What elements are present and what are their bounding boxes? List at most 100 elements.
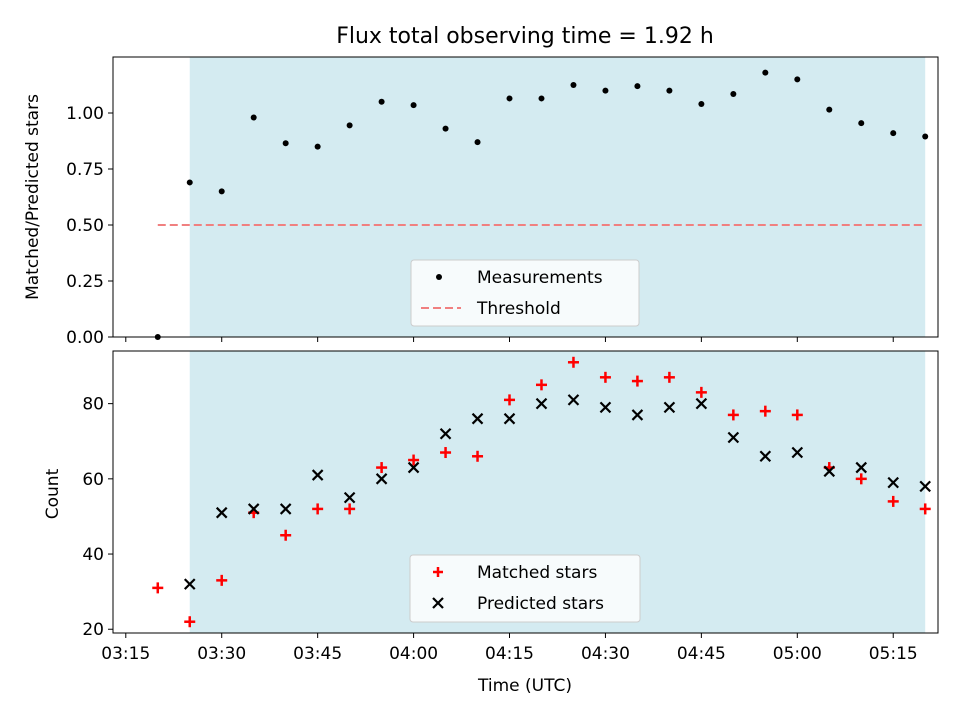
predicted-star-point	[887, 476, 900, 489]
measurement-point	[410, 102, 417, 109]
matched-star-point	[504, 394, 516, 406]
x-tick-label: 03:15	[101, 644, 150, 664]
count-y-axis: 20 40 60 80	[82, 395, 113, 640]
y-tick-label: 1.00	[66, 104, 104, 124]
measurement-point	[378, 98, 385, 105]
x-axis-label: Time (UTC)	[477, 676, 572, 696]
predicted-star-point	[215, 506, 228, 519]
ratio-panel: 0.00 0.25 0.50 0.75 1.00 Matched/Predicted s…	[23, 56, 939, 348]
measurement-point	[698, 101, 705, 108]
predicted-star-point	[279, 503, 292, 515]
matched-star-point	[344, 503, 356, 515]
predicted-star-point	[663, 401, 676, 414]
predicted-star-point	[471, 412, 484, 425]
matched-star-point	[663, 371, 675, 383]
measurement-point	[506, 95, 513, 102]
matched-star-point	[152, 582, 164, 594]
predicted-star-point	[407, 461, 420, 474]
predicted-star-point	[599, 401, 612, 414]
threshold-legend-label: Threshold	[476, 299, 561, 319]
matched-star-point	[695, 386, 707, 398]
ratio-panel-frame	[112, 56, 939, 338]
predicted-star-point	[343, 491, 356, 504]
matched-star-point	[216, 574, 228, 586]
y-tick-label: 60	[82, 470, 104, 490]
x-tick-label: 05:15	[869, 644, 918, 664]
ratio-legend-box	[410, 259, 640, 327]
matched-star-point	[855, 473, 867, 485]
measurement-point	[186, 179, 193, 186]
matched-star-point	[312, 503, 324, 515]
x-tick-label: 03:30	[197, 644, 246, 664]
matched-star-point	[631, 375, 643, 387]
measurement-point	[794, 76, 801, 83]
measurement-point	[826, 106, 833, 113]
matched-star-point	[280, 529, 292, 541]
measurement-point	[250, 114, 257, 121]
measurement-point	[762, 69, 769, 76]
x-tick-label: 03:45	[293, 644, 342, 664]
predicted-star-point	[503, 412, 516, 425]
predicted-star-point	[247, 503, 260, 515]
y-tick-label: 40	[82, 545, 104, 565]
chart-title: Flux total observing time = 1.92 h	[336, 24, 714, 49]
measurement-point	[538, 95, 545, 102]
predicted-legend-marker	[432, 597, 444, 609]
predicted-star-point	[183, 578, 196, 590]
x-tick-label: 04:30	[581, 644, 630, 664]
matched-star-point	[791, 409, 803, 421]
matched-star-point	[727, 409, 739, 421]
predicted-star-points	[183, 394, 931, 590]
y-tick-label: 80	[82, 395, 104, 415]
measurement-point	[922, 133, 929, 140]
count-legend-box	[409, 554, 641, 623]
predicted-star-point	[375, 473, 388, 485]
measurement-point	[890, 130, 897, 137]
measurement-point	[346, 122, 353, 129]
matched-star-point	[535, 379, 547, 391]
matched-star-point	[759, 405, 771, 417]
predicted-star-point	[919, 480, 931, 493]
predicted-star-point	[567, 394, 580, 406]
measurement-point	[730, 90, 737, 97]
measurements-legend-marker	[436, 274, 442, 280]
count-panel-frame	[112, 350, 939, 634]
predicted-star-point	[439, 427, 452, 440]
x-tick-label: 04:45	[677, 644, 726, 664]
measurement-point	[218, 188, 225, 195]
matched-legend-label: Matched stars	[477, 563, 597, 583]
measurement-point	[314, 143, 321, 150]
matched-star-point	[472, 450, 484, 462]
measurement-point	[666, 87, 673, 94]
predicted-star-point	[727, 431, 740, 444]
measurement-point	[634, 83, 641, 90]
predicted-star-point	[823, 465, 836, 478]
measurement-point	[474, 139, 481, 146]
measurement-point	[442, 125, 449, 132]
matched-star-point	[919, 503, 931, 515]
count-legend: Matched stars Predicted stars	[409, 554, 641, 623]
ratio-y-axis-label: Matched/Predicted stars	[23, 94, 43, 300]
predicted-star-point	[535, 397, 548, 410]
matched-star-point	[184, 616, 196, 628]
matched-star-point	[599, 371, 611, 383]
matched-star-point	[887, 495, 899, 507]
measurements-legend-label: Measurements	[477, 268, 603, 288]
matched-star-point	[408, 454, 420, 466]
matched-star-point	[376, 462, 388, 474]
x-tick-label: 05:00	[773, 644, 822, 664]
y-tick-label: 20	[82, 620, 104, 640]
matched-star-points	[152, 356, 931, 628]
predicted-star-point	[695, 397, 708, 410]
count-x-axis: 03:15 03:30 03:45 04:00 04:15 04:30 04:45 05:00…	[101, 633, 918, 664]
measurement-point	[282, 140, 289, 147]
ratio-x-ticks	[125, 337, 894, 342]
x-tick-label: 04:00	[389, 644, 438, 664]
predicted-star-point	[759, 450, 772, 463]
y-tick-label: 0.00	[66, 328, 104, 348]
y-tick-label: 0.50	[66, 216, 104, 236]
measurement-point	[570, 82, 577, 88]
matched-star-point	[440, 447, 452, 459]
